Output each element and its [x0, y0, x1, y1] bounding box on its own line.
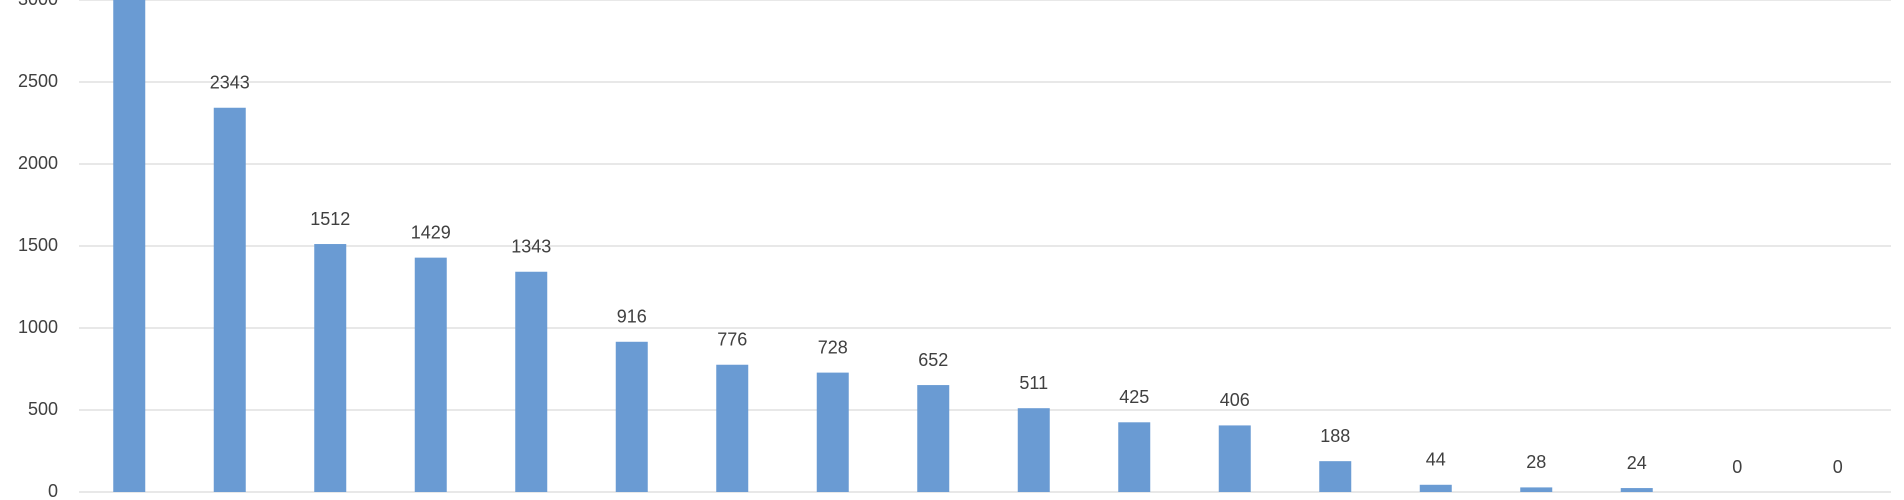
data-label: 1429	[411, 222, 451, 242]
data-label: 916	[617, 307, 647, 327]
bar	[515, 271, 548, 492]
bar	[314, 244, 347, 492]
bar	[917, 385, 950, 492]
y-tick-label: 2000	[18, 153, 58, 173]
data-label: 1512	[310, 209, 350, 229]
data-label: 776	[717, 329, 747, 349]
bar	[1620, 488, 1653, 492]
bar	[1017, 408, 1050, 492]
data-label: 425	[1119, 387, 1149, 407]
bar	[1118, 422, 1151, 492]
bar	[113, 0, 146, 492]
bar	[716, 364, 749, 492]
data-label: 1343	[511, 236, 551, 256]
bar	[213, 107, 246, 493]
y-tick-label: 3000	[18, 0, 58, 9]
data-label: 728	[818, 337, 848, 357]
data-label: 511	[1019, 373, 1048, 393]
data-label: 652	[918, 350, 948, 370]
y-tick-label: 500	[28, 399, 58, 419]
data-label: 44	[1426, 450, 1446, 470]
data-label: 188	[1320, 426, 1350, 446]
data-label: 28	[1526, 452, 1546, 472]
data-label: 2343	[210, 72, 250, 92]
bar	[1218, 425, 1251, 492]
bar	[1520, 487, 1553, 492]
bar	[1419, 484, 1452, 492]
y-tick-label: 1000	[18, 317, 58, 337]
bar	[816, 372, 849, 492]
data-label: 24	[1627, 453, 1647, 473]
data-label: 0	[1833, 457, 1843, 477]
bar	[414, 257, 447, 492]
y-tick-label: 1500	[18, 235, 58, 255]
bar	[615, 341, 648, 492]
data-label: 0	[1732, 457, 1742, 477]
data-label: 406	[1220, 390, 1250, 410]
bar	[1319, 461, 1352, 492]
y-tick-label: 0	[48, 481, 58, 500]
y-tick-label: 2500	[18, 71, 58, 91]
